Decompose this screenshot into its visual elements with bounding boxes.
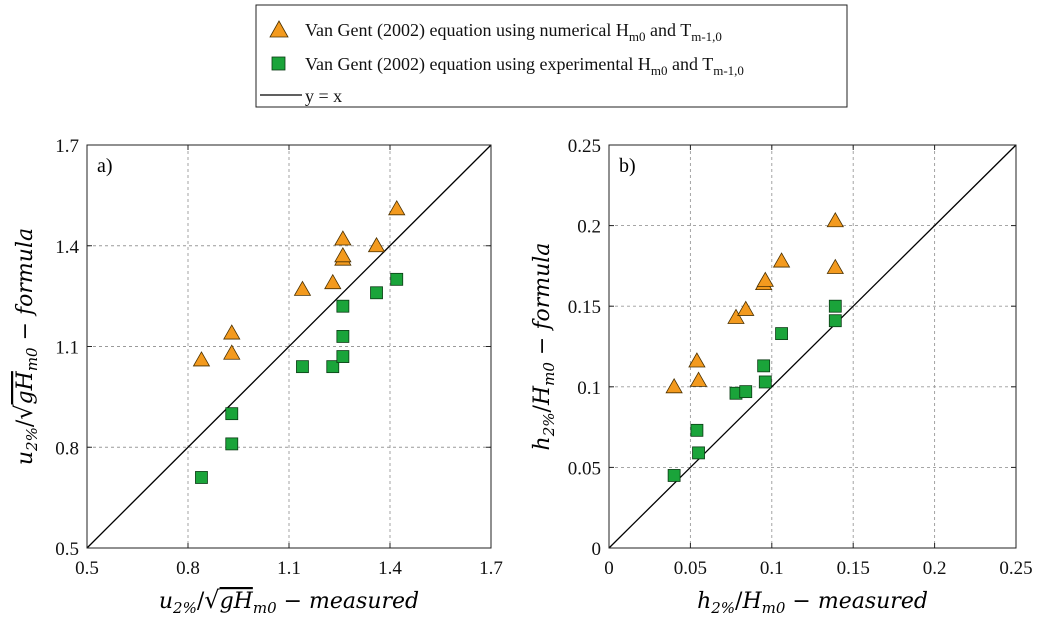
data-point-triangle: [192, 351, 211, 367]
data-point-square: [739, 385, 753, 399]
data-point-triangle: [367, 236, 386, 253]
y-tick-label: 0.8: [55, 438, 79, 459]
x-tick-label: 0.25: [999, 558, 1032, 579]
legend: Van Gent (2002) equation using numerical…: [255, 4, 848, 108]
legend-entry-line: y = x: [260, 86, 342, 106]
data-point-square: [225, 437, 239, 451]
data-point-square: [336, 350, 350, 363]
data-point-triangle: [756, 271, 774, 287]
data-point-square: [225, 407, 239, 421]
x-axis-label: h2%/Hm0 − measured: [697, 589, 928, 617]
legend-label: y = x: [305, 86, 342, 106]
x-tick-label: 0.5: [75, 558, 99, 579]
x-tick-label: 1.4: [378, 558, 402, 579]
data-point-square: [336, 299, 350, 313]
y-axis-label: h2%/Hm0 − formula: [530, 243, 558, 451]
data-point-square: [296, 360, 309, 374]
y-tick-label: 0: [592, 539, 602, 560]
data-point-triangle: [737, 300, 755, 316]
data-point-square: [828, 299, 842, 313]
y-axis-label: u2%/√gHm0 − formula: [10, 228, 41, 465]
x-tick-label: 0.15: [837, 558, 870, 579]
data-point-square: [828, 314, 842, 328]
data-point-triangle: [826, 258, 844, 274]
data-point-triangle: [324, 273, 342, 290]
y-tick-label: 0.2: [577, 217, 601, 238]
y-tick-label: 1.7: [55, 136, 79, 157]
data-point-triangle: [293, 280, 312, 296]
data-point-square: [390, 272, 404, 286]
y-tick-label: 0.1: [577, 378, 601, 399]
y-tick-label: 1.1: [55, 338, 79, 359]
identity-line: [608, 144, 1017, 549]
data-point-square: [692, 446, 705, 460]
x-tick-label: 1.1: [277, 558, 301, 579]
x-tick-label: 0.05: [674, 558, 707, 579]
data-point-triangle: [223, 344, 241, 360]
data-point-square: [757, 359, 771, 373]
data-point-triangle: [689, 371, 708, 387]
data-point-square: [690, 423, 704, 437]
data-point-square: [326, 360, 340, 374]
y-tick-label: 0.5: [55, 539, 79, 560]
legend-label: Van Gent (2002) equation using experimen…: [305, 54, 744, 78]
legend-square-marker: [271, 56, 286, 71]
data-point-square: [758, 375, 772, 389]
x-tick-label: 1.7: [479, 558, 503, 579]
data-point-triangle: [223, 324, 241, 340]
legend-entry-square: Van Gent (2002) equation using experimen…: [271, 54, 744, 78]
legend-box: [255, 4, 848, 108]
data-point-triangle: [665, 377, 683, 394]
panel-label: a): [97, 155, 113, 177]
data-point-triangle: [388, 200, 406, 216]
data-point-square: [667, 469, 681, 482]
data-point-triangle: [334, 230, 352, 246]
data-point-triangle: [727, 308, 745, 324]
identity-line: [86, 144, 492, 549]
chart-panel-a: 0.5 0.8 1.1 1.4 1.7 0.5 0.8 1.1 1.4 1.7 a) u2%/√gHm…: [10, 136, 503, 617]
legend-triangle-marker: [269, 20, 289, 38]
data-point-triangle: [688, 352, 706, 368]
y-tick-label: 0.15: [568, 297, 601, 318]
y-tick-label: 0.25: [568, 136, 601, 157]
data-point-triangle: [826, 211, 844, 228]
data-point-square: [336, 330, 350, 343]
x-tick-label: 0.2: [923, 558, 947, 579]
panel-label: b): [619, 155, 636, 177]
x-tick-label: 0.1: [760, 558, 784, 579]
x-axis-label: u2%/√gHm0 − measured: [159, 586, 419, 617]
x-tick-label: 0.8: [176, 558, 200, 579]
data-point-triangle: [772, 252, 791, 268]
y-tick-label: 0.05: [568, 458, 601, 479]
chart-panel-b: 0 0.05 0.1 0.15 0.2 0.25 0 0.05 0.1 0.15 0.2 0.25 b)…: [530, 136, 1033, 617]
y-tick-label: 1.4: [55, 237, 79, 258]
x-tick-label: 0: [604, 558, 614, 579]
series-square: [195, 272, 404, 484]
series-square: [667, 299, 842, 482]
legend-entry-triangle: Van Gent (2002) equation using numerical…: [269, 20, 722, 44]
data-point-square: [775, 327, 788, 341]
legend-label: Van Gent (2002) equation using numerical…: [305, 20, 722, 44]
series-triangle: [665, 211, 844, 394]
data-point-triangle: [334, 247, 352, 263]
data-point-square: [370, 286, 383, 300]
plot-frame: [608, 144, 1017, 549]
series-triangle: [192, 200, 406, 367]
data-point-square: [195, 471, 208, 484]
